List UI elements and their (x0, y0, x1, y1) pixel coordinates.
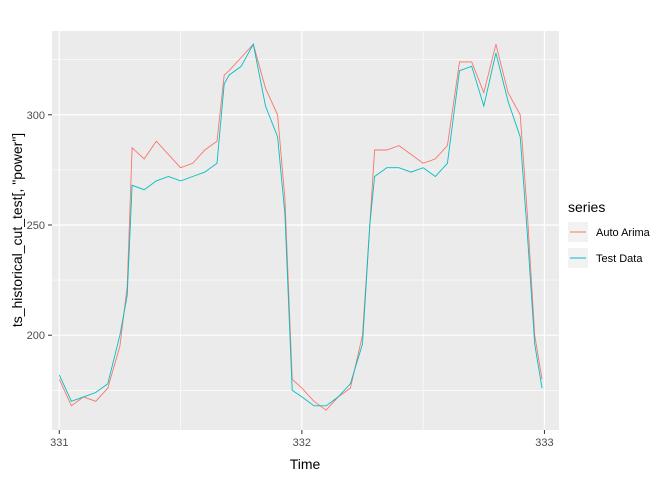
x-tick-label: 332 (293, 437, 311, 449)
x-tick-label: 331 (50, 437, 68, 449)
y-tick-label: 300 (27, 110, 45, 122)
legend: series Auto Arima Test Data (568, 199, 651, 268)
series-line-test-data (58, 42, 543, 407)
y-tick-label: 250 (27, 220, 45, 232)
legend-label-test-data: Test Data (596, 253, 643, 265)
x-tick-label: 333 (535, 437, 553, 449)
x-tick-labels: 331 332 333 (50, 437, 554, 449)
series-line-auto-arima (58, 43, 543, 411)
x-axis-title: Time (290, 456, 321, 472)
legend-title: series (568, 199, 605, 215)
y-tick-label: 200 (27, 330, 45, 342)
grid-major (52, 31, 559, 430)
y-axis-title: ts_historical_cut_test[, "power"] (9, 133, 25, 327)
grid-minor (52, 31, 559, 430)
plot-background (52, 31, 559, 430)
y-tick-labels: 200 250 300 (27, 110, 45, 342)
series-lines (58, 42, 543, 411)
legend-label-auto-arima: Auto Arima (596, 227, 651, 239)
axis-ticks (48, 114, 545, 434)
